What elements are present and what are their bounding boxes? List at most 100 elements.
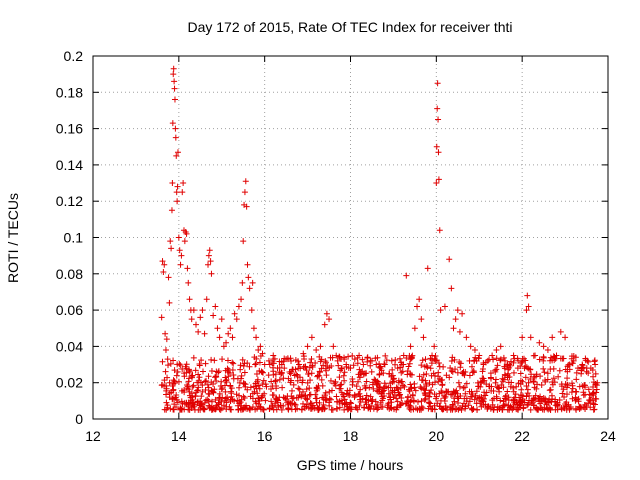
data-point xyxy=(358,370,365,377)
data-point xyxy=(258,394,265,401)
data-point xyxy=(420,334,427,341)
data-point xyxy=(563,399,570,406)
data-point xyxy=(435,360,442,367)
data-point xyxy=(496,385,503,392)
data-point xyxy=(190,354,197,361)
data-point xyxy=(519,334,526,341)
data-point xyxy=(372,377,379,384)
data-point xyxy=(439,381,446,388)
y-tick-label: 0.18 xyxy=(56,84,83,100)
data-point xyxy=(566,361,573,368)
data-point xyxy=(334,357,341,364)
data-point xyxy=(426,389,433,396)
data-point xyxy=(216,334,223,341)
data-point xyxy=(497,397,504,404)
data-point xyxy=(559,390,566,397)
data-point xyxy=(493,355,500,362)
data-point xyxy=(212,396,219,403)
data-point xyxy=(328,362,335,369)
data-point xyxy=(575,395,582,402)
data-point xyxy=(540,353,547,360)
data-point xyxy=(582,357,589,364)
data-point xyxy=(549,379,556,386)
data-point xyxy=(504,374,511,381)
data-point xyxy=(394,365,401,372)
data-point xyxy=(523,393,530,400)
data-point xyxy=(333,405,340,412)
data-point xyxy=(384,402,391,409)
data-point xyxy=(510,384,517,391)
data-point xyxy=(326,388,333,395)
data-point xyxy=(321,321,328,328)
data-point xyxy=(177,261,184,268)
data-point xyxy=(240,362,247,369)
data-point xyxy=(307,377,314,384)
data-point xyxy=(270,392,277,399)
data-point xyxy=(323,310,330,317)
data-point xyxy=(517,398,524,405)
data-point xyxy=(480,361,487,368)
data-point xyxy=(184,265,191,272)
data-point xyxy=(338,365,345,372)
data-point xyxy=(411,384,418,391)
data-point xyxy=(201,330,208,337)
data-point xyxy=(448,285,455,292)
data-point xyxy=(501,371,508,378)
data-point xyxy=(501,363,508,370)
data-point xyxy=(246,363,253,370)
data-point xyxy=(418,362,425,369)
data-point xyxy=(314,373,321,380)
x-tick-label: 18 xyxy=(343,428,359,444)
data-point xyxy=(355,378,362,385)
data-point xyxy=(532,352,539,359)
data-point xyxy=(495,384,502,391)
data-point xyxy=(500,354,507,361)
data-point xyxy=(186,388,193,395)
data-point xyxy=(297,365,304,372)
data-point xyxy=(175,234,182,241)
data-point xyxy=(431,343,438,350)
data-point xyxy=(450,325,457,332)
data-point xyxy=(195,406,202,413)
data-point xyxy=(356,396,363,403)
data-point xyxy=(178,252,185,259)
data-point xyxy=(452,316,459,323)
data-point xyxy=(353,383,360,390)
data-point xyxy=(390,376,397,383)
data-point xyxy=(174,149,181,156)
data-point xyxy=(280,375,287,382)
data-point xyxy=(266,405,273,412)
data-point xyxy=(505,366,512,373)
data-point xyxy=(447,391,454,398)
data-point xyxy=(398,369,405,376)
data-point xyxy=(253,385,260,392)
data-point xyxy=(457,364,464,371)
data-point xyxy=(558,383,565,390)
data-point xyxy=(523,382,530,389)
data-point xyxy=(313,387,320,394)
data-point xyxy=(164,374,171,381)
data-point xyxy=(205,390,212,397)
data-point xyxy=(241,395,248,402)
data-point xyxy=(189,374,196,381)
data-point xyxy=(216,394,223,401)
data-point xyxy=(506,361,513,368)
data-point xyxy=(391,406,397,413)
data-point xyxy=(403,355,410,362)
data-point xyxy=(224,365,231,372)
data-point xyxy=(562,334,569,341)
data-point xyxy=(261,361,268,368)
data-point xyxy=(527,334,534,341)
data-point xyxy=(527,406,534,413)
data-point xyxy=(400,382,407,389)
data-point xyxy=(360,404,367,411)
data-point xyxy=(434,80,441,87)
data-point xyxy=(304,343,311,350)
data-point xyxy=(222,388,229,395)
data-point xyxy=(525,379,532,386)
data-point xyxy=(259,350,266,357)
data-point xyxy=(369,381,376,388)
data-point xyxy=(341,354,348,361)
data-point xyxy=(477,378,484,385)
data-point xyxy=(210,312,217,319)
